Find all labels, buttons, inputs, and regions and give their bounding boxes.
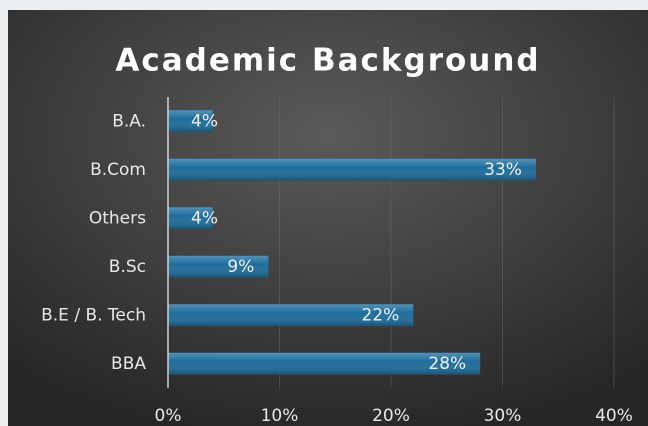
x-tick-label: 20% bbox=[372, 406, 410, 426]
bar-shade bbox=[168, 110, 213, 133]
chart-title: Academic Background bbox=[115, 43, 540, 79]
y-tick-label: B.Sc bbox=[109, 257, 146, 277]
x-tick-label: 10% bbox=[261, 406, 299, 426]
y-tick-label: BBA bbox=[111, 354, 146, 374]
y-tick-label: B.A. bbox=[112, 111, 146, 131]
value-label: 33% bbox=[484, 160, 522, 180]
bar-shade bbox=[168, 207, 213, 230]
x-tick-label: 40% bbox=[595, 406, 633, 426]
y-tick-label: Others bbox=[89, 208, 146, 228]
x-tick-label: 0% bbox=[155, 406, 182, 426]
bar-shade bbox=[168, 158, 536, 181]
bar-shade bbox=[168, 255, 269, 278]
value-label: 4% bbox=[191, 111, 218, 131]
value-label: 4% bbox=[191, 208, 218, 228]
y-tick-label: B.E / B. Tech bbox=[41, 305, 146, 325]
value-label: 28% bbox=[428, 354, 466, 374]
value-label: 22% bbox=[362, 305, 400, 325]
y-tick-label: B.Com bbox=[90, 160, 146, 180]
x-tick-label: 30% bbox=[484, 406, 522, 426]
value-label: 9% bbox=[227, 257, 254, 277]
bar-shade bbox=[168, 304, 414, 327]
bar-shade bbox=[168, 352, 481, 375]
